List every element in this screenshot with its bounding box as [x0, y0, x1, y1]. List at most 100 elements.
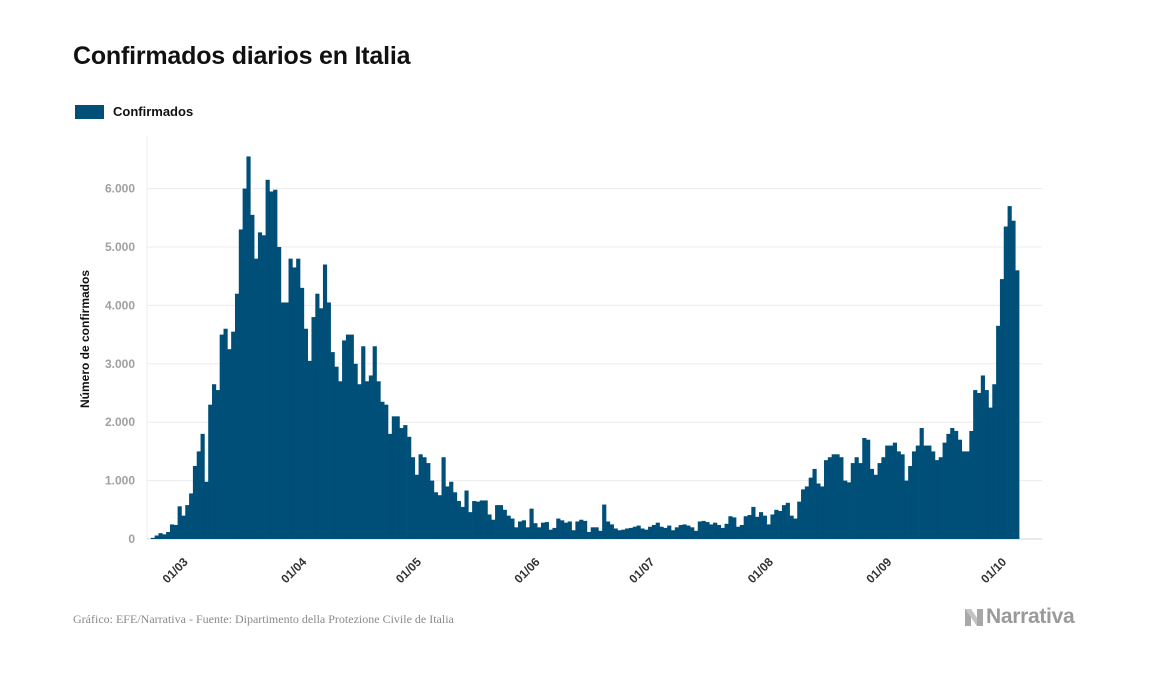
- bar: [189, 493, 194, 539]
- bar: [747, 515, 752, 539]
- bar: [873, 474, 878, 539]
- bar: [743, 516, 748, 539]
- bar: [563, 522, 569, 539]
- bar: [969, 430, 974, 539]
- bar: [984, 390, 989, 539]
- bar: [716, 524, 722, 539]
- bar: [625, 528, 630, 539]
- bar: [621, 529, 626, 539]
- y-tick-label: 3.000: [105, 357, 135, 371]
- bar: [162, 534, 167, 539]
- bar: [904, 480, 909, 539]
- bar: [215, 390, 221, 539]
- bar: [277, 246, 282, 539]
- brand-name: Narrativa: [986, 605, 1075, 628]
- bar: [934, 460, 940, 539]
- bar: [365, 381, 370, 539]
- bar: [804, 486, 810, 539]
- bar: [758, 512, 764, 539]
- bar: [957, 439, 963, 539]
- bar: [755, 516, 760, 539]
- bar: [896, 451, 901, 539]
- bar: [518, 521, 523, 539]
- bar: [892, 442, 897, 539]
- bar: [510, 518, 515, 539]
- bar: [357, 384, 362, 539]
- bar: [709, 524, 714, 539]
- bar: [387, 433, 393, 539]
- bar: [234, 293, 240, 539]
- bar: [548, 529, 553, 539]
- bar: [644, 529, 649, 539]
- source-note: Gráfico: EFE/Narrativa - Fuente: Diparti…: [73, 612, 454, 626]
- bar: [946, 433, 951, 539]
- bar: [736, 526, 741, 539]
- bar: [307, 360, 312, 539]
- bar: [456, 501, 461, 539]
- bar: [648, 526, 653, 539]
- bar: [452, 492, 458, 539]
- bar: [315, 293, 320, 539]
- bar: [403, 425, 408, 539]
- bar: [437, 495, 442, 539]
- bar: [506, 515, 511, 539]
- bar: [1003, 226, 1008, 539]
- bar: [192, 465, 198, 539]
- bar: [571, 530, 576, 539]
- bar: [567, 521, 572, 539]
- bar: [219, 334, 224, 539]
- bar: [678, 524, 683, 539]
- bar: [334, 366, 339, 539]
- bar: [739, 524, 745, 539]
- bar: [330, 352, 335, 539]
- bar: [338, 381, 343, 539]
- bar: [598, 530, 603, 539]
- x-tick-label: 01/06: [512, 555, 543, 586]
- bar: [433, 492, 439, 539]
- bar: [877, 463, 882, 539]
- bar: [850, 463, 855, 539]
- brand-logo: Narrativa: [964, 605, 1075, 629]
- bar: [464, 490, 469, 539]
- bar: [942, 442, 947, 539]
- bar: [200, 433, 205, 539]
- bar: [671, 530, 676, 539]
- y-tick-label: 2.000: [105, 415, 135, 429]
- bar: [391, 416, 396, 539]
- bar: [663, 527, 668, 539]
- bar: [816, 483, 821, 539]
- bar: [257, 232, 263, 539]
- bar: [973, 390, 978, 539]
- bar: [292, 267, 297, 539]
- bar: [632, 526, 637, 539]
- bar: [185, 505, 190, 539]
- bar: [908, 465, 913, 539]
- y-tick-label: 4.000: [105, 298, 135, 312]
- bar: [659, 526, 664, 539]
- bar: [911, 451, 917, 539]
- bar: [326, 302, 331, 539]
- bar: [881, 457, 886, 539]
- bar: [372, 346, 377, 539]
- bar: [686, 525, 691, 539]
- bar: [613, 528, 618, 539]
- bar: [869, 468, 875, 539]
- bar: [552, 527, 557, 539]
- bar: [261, 235, 266, 540]
- x-tick-label: 01/05: [393, 555, 424, 586]
- bar: [468, 512, 473, 539]
- x-tick-label: 01/03: [160, 555, 191, 586]
- bar: [399, 428, 404, 539]
- bar: [491, 519, 496, 539]
- bar: [177, 506, 182, 539]
- y-tick-label: 5.000: [105, 240, 135, 254]
- bar: [303, 328, 308, 539]
- bar: [376, 381, 381, 539]
- bar: [720, 527, 725, 539]
- bar: [965, 451, 970, 539]
- bar: [242, 188, 247, 539]
- bar: [166, 531, 171, 539]
- bar: [575, 521, 580, 539]
- bar: [701, 520, 706, 539]
- bar: [954, 430, 959, 539]
